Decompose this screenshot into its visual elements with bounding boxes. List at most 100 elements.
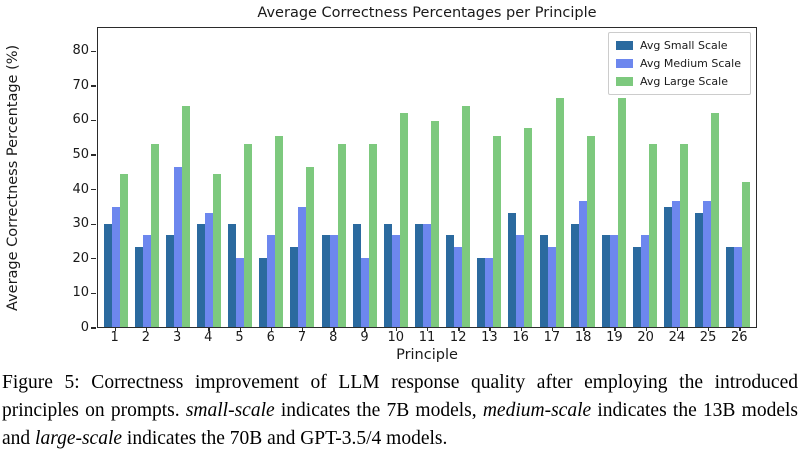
y-tick-mark-50 <box>91 154 96 156</box>
bar-group-5 <box>225 28 256 327</box>
figure-caption: Figure 5: Correctness improvement of LLM… <box>2 369 798 453</box>
x-tick-mark-20 <box>645 327 647 331</box>
bar-avg-medium-scale-p7 <box>298 206 307 327</box>
y-tick-label-10: 10 <box>72 285 89 301</box>
bar-avg-small-scale-p7 <box>290 246 299 327</box>
bar-group-16 <box>505 28 536 327</box>
bar-group-13 <box>474 28 505 327</box>
bar-avg-small-scale-p3 <box>165 235 174 327</box>
bar-group-12 <box>443 28 474 327</box>
legend: Avg Small Scale Avg Medium Scale Avg Large… <box>608 32 751 95</box>
bar-avg-large-scale-p18 <box>586 135 595 327</box>
bar-group-8 <box>318 28 349 327</box>
x-tick-label-20: 20 <box>630 327 661 345</box>
x-tick-mark-24 <box>676 327 679 331</box>
x-tick-label-13: 13 <box>474 327 505 345</box>
x-tick-label-8: 8 <box>318 327 349 345</box>
bar-avg-small-scale-p16 <box>508 212 517 327</box>
bar-avg-medium-scale-p12 <box>454 246 463 327</box>
bar-avg-large-scale-p10 <box>399 113 408 327</box>
x-tick-label-16: 16 <box>505 327 536 345</box>
bar-group-11 <box>411 28 442 327</box>
bar-avg-large-scale-p6 <box>275 135 284 327</box>
bar-avg-small-scale-p8 <box>321 235 330 327</box>
bar-avg-large-scale-p25 <box>711 113 720 327</box>
x-tick-label-7: 7 <box>286 327 317 345</box>
bar-avg-medium-scale-p13 <box>485 258 494 327</box>
bar-avg-small-scale-p26 <box>726 246 735 327</box>
legend-label: Avg Small Scale <box>640 39 728 52</box>
x-tick-mark-7 <box>302 327 304 331</box>
bar-group-3 <box>162 28 193 327</box>
x-tick-mark-10 <box>395 327 398 331</box>
bar-group-9 <box>349 28 380 327</box>
bar-avg-small-scale-p18 <box>570 223 579 327</box>
bar-avg-medium-scale-p8 <box>329 235 338 327</box>
y-tick-mark-10 <box>91 292 96 295</box>
bar-avg-medium-scale-p16 <box>516 235 525 327</box>
bar-avg-large-scale-p9 <box>368 143 377 327</box>
bar-avg-medium-scale-p11 <box>422 223 431 327</box>
x-axis-title: Principle <box>396 347 458 363</box>
x-tick-mark-8 <box>333 327 335 331</box>
legend-item-avg-medium-scale: Avg Medium Scale <box>616 57 741 70</box>
bar-group-26 <box>723 28 754 327</box>
bar-avg-medium-scale-p9 <box>360 258 369 327</box>
bar-avg-small-scale-p12 <box>446 235 455 327</box>
x-tick-mark-2 <box>145 327 148 331</box>
x-tick-label-1: 1 <box>99 327 130 345</box>
bar-avg-small-scale-p17 <box>539 235 548 327</box>
caption-segment-3: medium-scale <box>482 400 592 421</box>
x-tick-mark-13 <box>489 327 491 331</box>
bar-avg-medium-scale-p19 <box>609 235 618 327</box>
bar-avg-small-scale-p6 <box>259 258 268 327</box>
y-tick-mark-40 <box>91 188 96 191</box>
bar-avg-large-scale-p19 <box>617 97 626 327</box>
bar-avg-large-scale-p2 <box>150 143 159 327</box>
legend-item-avg-small-scale: Avg Small Scale <box>616 39 741 52</box>
caption-segment-0: Figure 5: Correctness improvement of LLM… <box>2 372 798 421</box>
y-tick-label-70: 70 <box>72 77 89 93</box>
bar-group-19 <box>598 28 629 327</box>
bar-avg-small-scale-p20 <box>632 246 641 327</box>
y-tick-mark-60 <box>91 119 96 122</box>
bar-avg-small-scale-p2 <box>134 246 143 327</box>
x-tick-label-6: 6 <box>255 327 286 345</box>
x-tick-label-10: 10 <box>380 327 411 345</box>
bar-group-6 <box>256 28 287 327</box>
x-tick-mark-6 <box>270 327 273 331</box>
y-axis-title: Average Correctness Percentage (%) <box>5 44 21 311</box>
x-tick-mark-19 <box>614 327 616 331</box>
bar-avg-medium-scale-p3 <box>173 166 182 327</box>
y-tick-mark-80 <box>91 50 96 52</box>
x-tick-label-11: 11 <box>411 327 442 345</box>
bar-avg-large-scale-p7 <box>306 166 315 327</box>
bar-avg-small-scale-p11 <box>414 223 423 327</box>
plot-area: Avg Small Scale Avg Medium Scale Avg Large… <box>97 27 757 328</box>
x-tick-label-19: 19 <box>599 327 630 345</box>
x-tick-mark-3 <box>177 327 179 331</box>
x-tick-label-17: 17 <box>536 327 567 345</box>
bar-avg-small-scale-p25 <box>695 212 704 327</box>
caption-segment-4: indicates the 13B models and <box>2 400 798 449</box>
x-tick-mark-25 <box>708 327 710 331</box>
x-tick-label-9: 9 <box>349 327 380 345</box>
y-tick-label-40: 40 <box>72 181 89 197</box>
legend-swatch-icon <box>616 77 634 86</box>
bar-avg-medium-scale-p26 <box>734 246 743 327</box>
y-tick-label-20: 20 <box>72 250 89 266</box>
bar-avg-small-scale-p10 <box>383 223 392 327</box>
bar-avg-large-scale-p3 <box>181 105 190 327</box>
bar-avg-large-scale-p8 <box>337 143 346 327</box>
x-tick-mark-18 <box>583 327 585 331</box>
bar-avg-large-scale-p4 <box>212 174 221 327</box>
bar-group-20 <box>629 28 660 327</box>
caption-segment-1: small-scale <box>185 400 275 421</box>
bar-avg-medium-scale-p1 <box>111 206 120 327</box>
y-tick-mark-70 <box>91 85 96 87</box>
bar-avg-medium-scale-p4 <box>204 212 213 327</box>
x-tick-label-25: 25 <box>692 327 723 345</box>
caption-segment-2: indicates the 7B models, <box>274 400 483 421</box>
bar-avg-medium-scale-p5 <box>236 258 245 327</box>
